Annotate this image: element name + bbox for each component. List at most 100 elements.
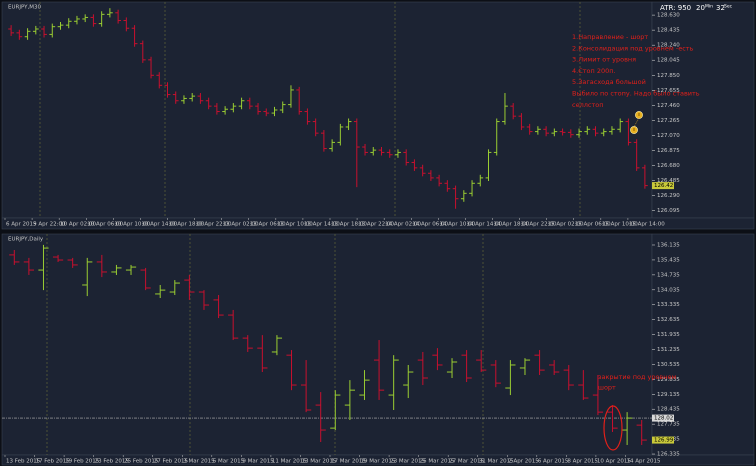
y-tick-label: 126.875: [657, 148, 680, 154]
x-tick-label: 13 Apr 06:00: [250, 222, 286, 228]
annotation: Выбило по стопу. Надо было ставить: [572, 90, 700, 98]
x-tick-label: 17 Feb 2015: [36, 459, 71, 465]
highlight-ellipse: [603, 405, 623, 451]
x-tick-label: 14 Apr 2015: [626, 459, 661, 465]
last-price-label: 126.42: [654, 183, 673, 189]
x-tick-label: 25 Feb 2015: [124, 459, 159, 465]
y-tick-label: 128.630: [657, 13, 680, 19]
y-tick-label: 128.435: [657, 407, 680, 413]
annotation: селлстоп: [572, 101, 603, 109]
x-tick-label: 14 Apr 02:00: [385, 222, 421, 228]
x-tick-label: 9 Apr 22:00: [33, 222, 66, 228]
plot-background: [1, 233, 653, 456]
y-tick-label: 127.460: [657, 103, 680, 109]
timer-part: 20: [696, 4, 705, 12]
x-tick-label: 13 Apr 22:00: [358, 222, 394, 228]
y-tick-label: 126.335: [657, 452, 680, 458]
x-tick-label: 23 Mar 2015: [390, 459, 425, 465]
x-tick-label: 13 Feb 2015: [6, 459, 41, 465]
x-tick-label: 15 Apr 10:00: [602, 222, 638, 228]
x-tick-label: 14 Apr 22:00: [521, 222, 557, 228]
symbol-label: EURJPY,Daily: [8, 237, 44, 243]
y-tick-label: 134.735: [657, 272, 680, 278]
x-tick-label: 6 Apr 2015: [538, 459, 569, 465]
x-tick-label: 15 Apr 02:00: [548, 222, 584, 228]
x-tick-label: 13 Mar 2015: [301, 459, 336, 465]
x-tick-label: 3 Mar 2015: [183, 459, 215, 465]
x-tick-label: 10 Apr 02:00: [60, 222, 96, 228]
x-tick-label: 17 Mar 2015: [331, 459, 366, 465]
timer-part: Min: [705, 4, 713, 10]
y-tick-label: 128.045: [657, 58, 680, 64]
y-tick-label: 128.240: [657, 43, 680, 49]
y-tick-label: 133.335: [657, 302, 680, 308]
x-tick-label: 27 Mar 2015: [449, 459, 484, 465]
symbol-label: EURJPY,M30: [8, 5, 41, 11]
y-tick-label: 135.435: [657, 257, 680, 263]
y-tick-label: 126.485: [657, 178, 680, 184]
x-tick-label: 13 Apr 02:00: [223, 222, 259, 228]
x-tick-label: 19 Feb 2015: [65, 459, 100, 465]
y-tick-label: 127.070: [657, 133, 680, 139]
x-tick-label: 15 Apr 14:00: [629, 222, 665, 228]
y-tick-label: 132.635: [657, 317, 680, 323]
x-tick-label: 14 Apr 10:00: [439, 222, 475, 228]
time-axis-background: [1, 454, 755, 466]
x-tick-label: 6 Apr 2015: [6, 222, 37, 228]
annotation: 3.Лимит от уровня: [572, 56, 636, 64]
y-tick-label: 128.435: [657, 28, 680, 34]
y-tick-label: 129.835: [657, 377, 680, 383]
last-price-box: [652, 436, 674, 444]
last-price-label: 126.99: [654, 438, 674, 444]
y-tick-label: 134.035: [657, 287, 680, 293]
x-tick-label: 10 Apr 06:00: [87, 222, 123, 228]
y-tick-label: 127.655: [657, 88, 680, 94]
m30-panel: 128.630 128.435 128.240 128.045 127.850 127.6…: [1, 1, 755, 230]
x-tick-label: 8 Apr 2015: [567, 459, 598, 465]
y-tick-label: 126.095: [657, 208, 680, 214]
annotation: 1.Направление - шорт: [572, 33, 648, 41]
x-tick-label: 14 Apr 14:00: [466, 222, 502, 228]
y-tick-label: 129.135: [657, 392, 680, 398]
x-tick-label: 10 Apr 2015: [597, 459, 632, 465]
last-price-box: [652, 182, 674, 190]
y-tick-label: 127.735: [657, 422, 680, 428]
y-tick-label: 131.235: [657, 347, 680, 353]
level-price-box: [652, 414, 674, 422]
x-tick-label: 10 Apr 10:00: [114, 222, 150, 228]
x-tick-label: 5 Mar 2015: [213, 459, 245, 465]
x-tick-label: 10 Apr 22:00: [196, 222, 232, 228]
x-tick-label: 23 Feb 2015: [95, 459, 130, 465]
y-tick-label: 127.265: [657, 118, 680, 124]
x-tick-label: 10 Apr 18:00: [169, 222, 205, 228]
y-tick-label: 126.680: [657, 163, 680, 169]
price-axis-background: [651, 1, 755, 219]
x-tick-label: 19 Mar 2015: [361, 459, 396, 465]
x-tick-label: 14 Apr 18:00: [494, 222, 530, 228]
x-tick-label: 31 Mar 2015: [479, 459, 514, 465]
x-tick-label: 27 Feb 2015: [154, 459, 189, 465]
y-tick-label: 130.535: [657, 362, 680, 368]
level-price-label: 128.02: [654, 416, 673, 422]
annotation: 4.Стоп 200п.: [572, 67, 616, 75]
annotation: закрытие под уровнем: [598, 373, 677, 381]
y-tick-label: 136.135: [657, 242, 680, 248]
y-tick-label: 127.850: [657, 73, 680, 79]
timer-part: Sec: [724, 4, 733, 10]
y-tick-label: 126.290: [657, 193, 680, 199]
annotation: 5.Загасходa большой: [572, 78, 646, 86]
alert-link: [633, 117, 640, 128]
x-tick-label: 13 Apr 10:00: [277, 222, 313, 228]
annotation: шорт: [598, 384, 616, 392]
x-tick-label: 15 Apr 06:00: [575, 222, 611, 228]
daily-panel: 136.135 135.435 134.735 134.035 133.335 132.6…: [1, 233, 755, 466]
y-tick-label: 131.935: [657, 332, 680, 338]
plot-background: [1, 1, 653, 219]
x-tick-label: 2 Apr 2015: [508, 459, 539, 465]
x-tick-label: 25 Mar 2015: [420, 459, 455, 465]
x-tick-label: 13 Apr 14:00: [304, 222, 340, 228]
x-tick-label: 13 Apr 18:00: [331, 222, 367, 228]
time-axis-background: [1, 217, 755, 230]
